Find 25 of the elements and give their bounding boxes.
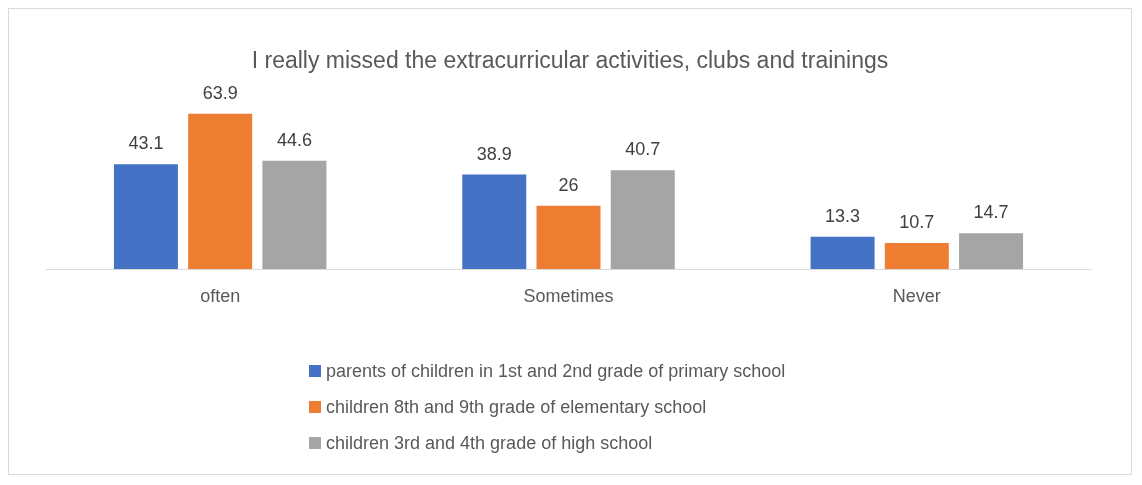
bar bbox=[188, 113, 253, 269]
bar bbox=[810, 236, 875, 269]
bar bbox=[884, 243, 949, 269]
bar bbox=[610, 170, 675, 269]
bar bbox=[462, 174, 527, 269]
legend-label: children 3rd and 4th grade of high school bbox=[326, 433, 653, 453]
chart-title: I really missed the extracurricular activities, clubs and trainings bbox=[251, 46, 889, 73]
bar bbox=[113, 164, 178, 269]
bar bbox=[262, 160, 327, 269]
data-label: 10.7 bbox=[899, 212, 935, 233]
data-label: 38.9 bbox=[476, 143, 512, 164]
x-tick-label: often bbox=[200, 286, 241, 306]
data-label: 43.1 bbox=[128, 133, 164, 154]
bar bbox=[959, 233, 1024, 269]
data-label: 14.7 bbox=[973, 202, 1009, 223]
data-label: 40.7 bbox=[625, 139, 661, 160]
bar bbox=[536, 205, 601, 269]
data-label: 63.9 bbox=[202, 82, 238, 103]
x-tick-label: Sometimes bbox=[523, 286, 614, 306]
legend-label: children 8th and 9th grade of elementary school bbox=[326, 397, 707, 417]
x-tick-label: Never bbox=[892, 286, 941, 306]
legend-label: parents of children in 1st and 2nd grade of primary school bbox=[326, 361, 786, 381]
data-label: 13.3 bbox=[825, 205, 861, 226]
data-label: 26 bbox=[558, 174, 579, 195]
data-label: 44.6 bbox=[276, 129, 312, 150]
